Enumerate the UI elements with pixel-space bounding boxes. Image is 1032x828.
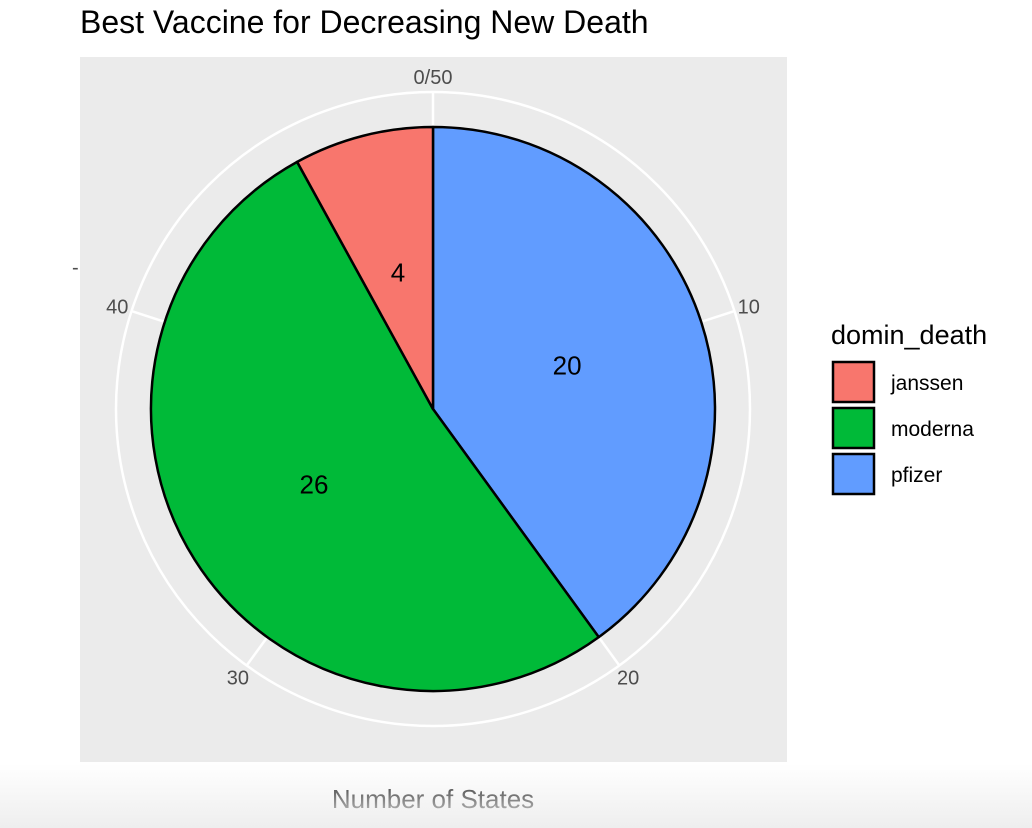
pie-slice-pfizer (431, 125, 717, 639)
legend-label-moderna: moderna (891, 418, 974, 441)
slice-label-pfizer: 20 (553, 350, 582, 380)
x-axis-label: Number of States (332, 784, 534, 814)
angle-tick-label: 30 (227, 668, 249, 690)
legend-title: domin_death (831, 320, 987, 350)
pie-slice-janssen (295, 125, 435, 411)
pie-slice-moderna (149, 160, 601, 693)
slice-label-moderna: 26 (299, 470, 328, 500)
angle-tick-label: 10 (738, 296, 760, 318)
chart-title: Best Vaccine for Decreasing New Death (80, 4, 649, 40)
y-axis-label: - (72, 257, 79, 279)
angle-tick-label: 40 (106, 296, 128, 318)
legend-key-moderna (831, 406, 876, 450)
slice-value-labels: 20 26 4 (299, 257, 581, 499)
legend-key-pfizer (831, 452, 876, 496)
angle-ticks: 0/50 10 20 30 40 (106, 67, 760, 690)
legend-label-pfizer: pfizer (891, 464, 942, 487)
angle-tick-label: 0/50 (414, 67, 453, 89)
legend-label-janssen: janssen (890, 372, 963, 395)
pie-slices (149, 125, 717, 693)
angle-tick-label: 20 (617, 668, 639, 690)
slice-label-janssen: 4 (391, 257, 405, 287)
legend-key-janssen (831, 360, 876, 404)
legend: domin_death janssen moderna pfizer (831, 320, 987, 496)
